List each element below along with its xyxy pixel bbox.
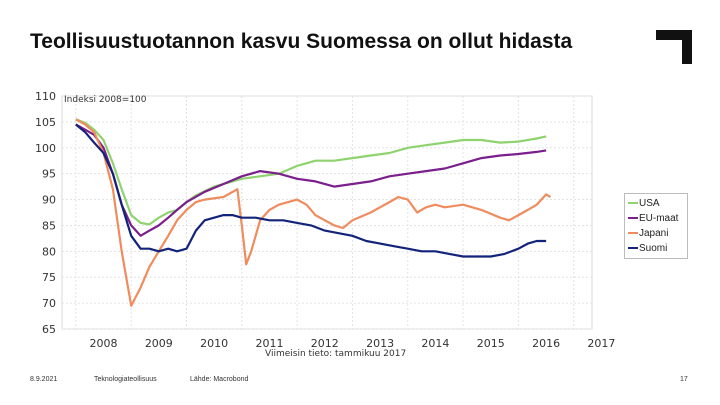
y-tick-label: 95 (42, 168, 56, 181)
x-tick-label: 2008 (89, 337, 117, 350)
x-tick-label: 2010 (200, 337, 228, 350)
x-tick-label: 2016 (532, 337, 560, 350)
legend-label-japani: Japani (639, 228, 669, 239)
x-tick-label: 2014 (421, 337, 449, 350)
legend-item-usa: USA (628, 198, 660, 210)
legend-swatch-usa (628, 202, 638, 205)
x-tick-label: 2013 (366, 337, 394, 350)
series-line-eu-maat (75, 123, 547, 237)
legend-item-eu-maat: EU-maat (628, 213, 678, 225)
plot-frame (61, 95, 593, 330)
chart-legend: USA EU-maat Japani Suomi (624, 193, 688, 259)
footer-source: Lähde: Macrobond (190, 376, 249, 383)
y-tick-label: 100 (35, 142, 56, 155)
y-tick-label: 105 (35, 116, 56, 129)
legend-swatch-suomi (628, 247, 638, 250)
chart-series (75, 118, 552, 307)
y-tick-label: 90 (42, 194, 56, 207)
legend-label-eu-maat: EU-maat (639, 213, 679, 224)
slide-title: Teollisuustuotannon kasvu Suomessa on ol… (30, 30, 573, 53)
y-tick-label: 80 (42, 245, 56, 258)
x-tick-label: 2017 (587, 337, 615, 350)
legend-label-suomi: Suomi (639, 243, 668, 254)
legend-swatch-japani (628, 232, 638, 235)
x-tick-label: 2009 (145, 337, 173, 350)
x-tick-label: 2015 (477, 337, 505, 350)
y-tick-label: 110 (35, 90, 56, 103)
series-line-usa (75, 118, 547, 226)
y-tick-label: 75 (42, 271, 56, 284)
footer-date: 8.9.2021 (30, 376, 58, 383)
x-tick-label: 2012 (311, 337, 339, 350)
chart-grid (61, 95, 593, 330)
page-number: 17 (680, 376, 688, 383)
y-tick-label: 65 (42, 323, 56, 336)
series-line-japani (75, 118, 552, 307)
series-line-suomi (75, 123, 547, 258)
y-tick-label: 70 (42, 297, 56, 310)
legend-item-japani: Japani (628, 228, 668, 240)
legend-swatch-eu-maat (628, 217, 638, 220)
y-tick-label: 85 (42, 219, 56, 232)
legend-label-usa: USA (639, 198, 660, 209)
footer-organization: Teknologiateollisuus (94, 376, 157, 383)
legend-item-suomi: Suomi (628, 243, 667, 255)
chart-axes: 110 105 100 95 90 85 80 75 70 65 2008 2009 2010 2011 2… (35, 90, 615, 350)
chart-inner-label: Indeksi 2008=100 (64, 95, 147, 105)
x-tick-label: 2011 (255, 337, 283, 350)
corner-bracket-logo-icon (656, 30, 692, 64)
chart-note: Viimeisin tieto: tammikuu 2017 (265, 349, 406, 359)
